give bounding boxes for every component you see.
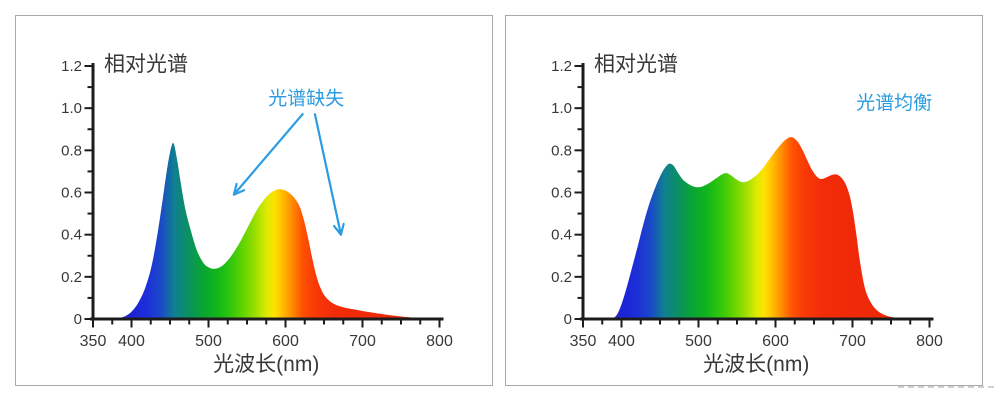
x-tick-label: 700 [839,333,866,350]
x-axis-title: 光波长(nm) [703,353,809,376]
x-tick-label: 400 [118,333,145,350]
y-tick-label: 0.4 [61,227,82,244]
annotation-text: 光谱缺失 [268,88,344,110]
y-tick-label: 0.8 [61,142,82,159]
chart-title: 相对光谱 [594,53,678,76]
spectrum-curve [116,142,440,319]
x-axis-title: 光波长(nm) [213,353,319,376]
x-tick-label: 600 [762,333,789,350]
y-tick-label: 0.6 [551,185,572,202]
chart-title: 相对光谱 [104,53,188,76]
annotation-arrow-head [339,222,345,236]
spectrum-chart-balanced: 350 400 500 600 700 800 0 0.2 0.4 0.6 0.8 1.0 1.2 相对光… [551,53,943,376]
x-tick-label: 500 [685,333,712,350]
y-tick-label: 1.0 [551,100,572,117]
y-tick-label: 0.2 [61,269,82,286]
chart-panel-right: 350 400 500 600 700 800 0 0.2 0.4 0.6 0.8 1.0 1.2 相对光… [505,15,983,386]
y-tick-label: 1.2 [551,58,572,75]
spectrum-curve [612,137,908,319]
watermark-dashes [898,386,994,388]
chart-panel-left: 350 400 500 600 700 800 0 0.2 0.4 0.6 0.8 1.0 1.2 相对光… [15,15,493,386]
annotation-arrow-head [332,224,343,236]
y-tick-label: 1.2 [61,58,82,75]
annotation-arrow-line [313,113,343,235]
y-tick-label: 0 [74,311,82,328]
x-tick-label: 600 [272,333,299,350]
y-tick-label: 0.4 [551,227,572,244]
annotation-arrow-head [232,182,238,196]
y-tick-label: 1.0 [61,100,82,117]
y-tick-label: 0.8 [551,142,572,159]
x-tick-label: 350 [80,333,107,350]
annotation-text: 光谱均衡 [856,92,932,114]
x-tick-label: 350 [570,333,597,350]
y-tick-label: 0 [564,311,572,328]
x-tick-label: 800 [916,333,943,350]
annotation-arrow-head [232,189,246,196]
x-tick-label: 500 [195,333,222,350]
spectrum-chart-missing: 350 400 500 600 700 800 0 0.2 0.4 0.6 0.8 1.0 1.2 相对光… [61,53,453,376]
x-tick-label: 400 [608,333,635,350]
x-tick-label: 800 [426,333,453,350]
y-tick-label: 0.6 [61,185,82,202]
y-tick-label: 0.2 [551,269,572,286]
annotation-arrow-line [233,112,305,196]
x-tick-label: 700 [349,333,376,350]
